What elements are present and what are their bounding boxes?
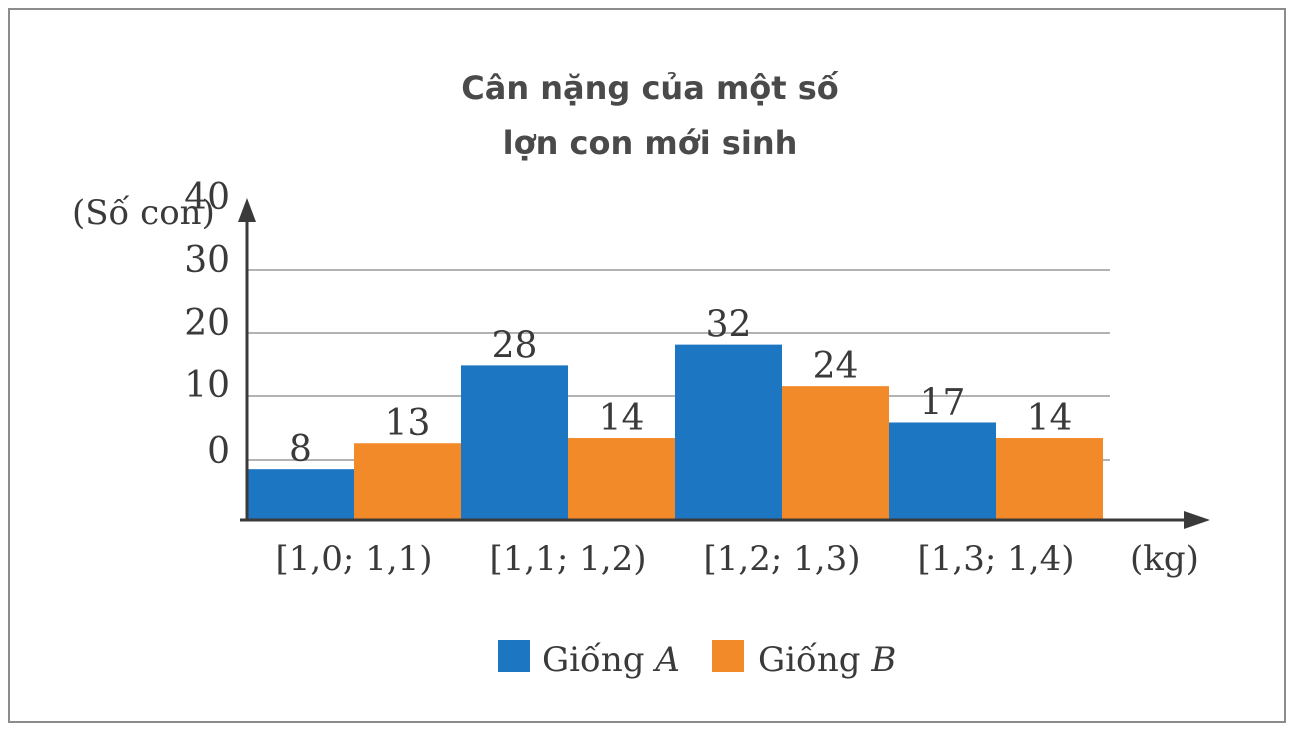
x-axis-label: (kg) — [1130, 539, 1199, 579]
legend-label-series-a-var: A — [652, 640, 680, 680]
bar-series-a — [889, 422, 996, 520]
data-label: 14 — [1027, 398, 1073, 439]
bar-series-a — [247, 469, 354, 520]
category-label: [1,3; 1,4) — [918, 539, 1075, 579]
axes — [238, 198, 1210, 529]
legend-label-series-b: Giống B — [758, 640, 896, 680]
chart-title-line-2: lợn con mới sinh — [502, 124, 798, 162]
y-axis-label: (Số con) — [72, 193, 215, 233]
legend-label-series-a-base: Giống — [542, 640, 655, 680]
data-label: 14 — [599, 398, 645, 439]
bar-series-b — [996, 438, 1103, 520]
y-axis-arrow — [238, 198, 256, 222]
category-labels: [1,0; 1,1) [1,1; 1,2) [1,2; 1,3) [1,3; 1,4) — [276, 539, 1075, 579]
legend-label-series-a: Giống A — [542, 640, 680, 680]
bar-series-b — [782, 386, 889, 520]
bars — [247, 344, 1103, 520]
category-label: [1,0; 1,1) — [276, 539, 433, 579]
chart-title-line-1: Cân nặng của một số — [461, 69, 839, 107]
category-label: [1,1; 1,2) — [490, 539, 647, 579]
data-label: 32 — [706, 305, 752, 346]
bar-series-b — [354, 443, 461, 520]
y-tick-label: 0 — [207, 431, 230, 472]
data-label: 24 — [813, 346, 859, 387]
bar-series-b — [568, 438, 675, 520]
legend-swatch-series-a — [498, 640, 530, 672]
x-axis-arrow — [1184, 511, 1210, 529]
category-label: [1,2; 1,3) — [704, 539, 861, 579]
y-tick-label: 10 — [184, 365, 230, 406]
legend-swatch-series-b — [712, 640, 744, 672]
chart-frame — [8, 8, 1286, 723]
bar-series-a — [675, 344, 782, 520]
data-label: 13 — [385, 403, 431, 444]
y-tick-labels: 0 10 20 30 40 — [184, 177, 230, 472]
data-label: 8 — [289, 429, 312, 470]
y-tick-label: 40 — [184, 177, 230, 218]
legend: Giống A Giống B — [498, 640, 896, 680]
data-label: 17 — [920, 382, 966, 423]
data-labels: 8 13 28 14 32 24 17 14 — [289, 305, 1072, 471]
bar-series-a — [461, 365, 568, 520]
y-tick-label: 30 — [184, 240, 230, 281]
legend-label-series-b-base: Giống — [758, 640, 871, 680]
legend-label-series-b-var: B — [870, 640, 896, 680]
data-label: 28 — [492, 325, 538, 366]
y-tick-label: 20 — [184, 303, 230, 344]
